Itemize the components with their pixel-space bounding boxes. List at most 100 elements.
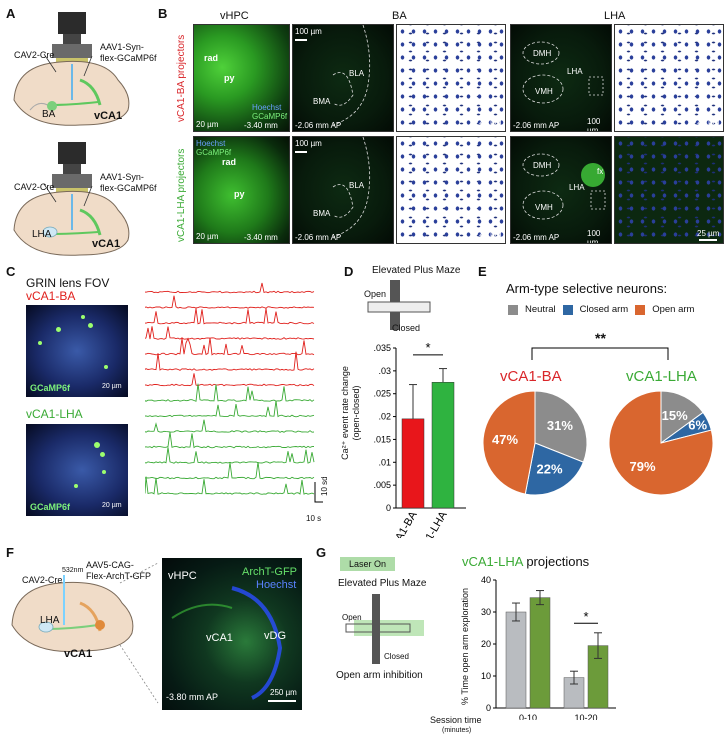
d-ytick: .025 [373, 389, 391, 399]
g-open-label: Open [342, 613, 362, 622]
d-bar-0 [401, 418, 425, 509]
g-ytick: 40 [481, 575, 491, 585]
trace-ba [145, 282, 315, 294]
b-row-ba: vCA1-BA projectors [176, 34, 187, 122]
trace-lha [145, 476, 315, 495]
c-fov-lha-image: GCaMP6f 20 µm [26, 424, 128, 516]
c-scalebar-x-label: 10 s [306, 514, 322, 523]
trace-ba [145, 373, 315, 387]
trace-scalebar [314, 482, 323, 503]
f-region: LHA [40, 615, 60, 626]
trace-lha [145, 461, 315, 480]
d-maze-icon [367, 280, 431, 330]
b-lha-overview-lha-image: DMH LHA fx VMH -2.06 mm AP 100 µm [510, 136, 612, 244]
a-bottom-virus: AAV1-Syn- flex-GCaMP6f [100, 172, 157, 193]
e-pie-ba: 31% 22% 47% [482, 390, 588, 496]
d-maze-title: Elevated Plus Maze [372, 265, 461, 276]
g-xtick: 10-20 [574, 713, 597, 720]
d-ytick: 0 [386, 503, 391, 513]
b-lha-overview-image: DMH LHA VMH -2.06 mm AP 100 µm [510, 24, 612, 132]
d-xtick: vCA1-BA [387, 509, 420, 538]
g-ytick: 20 [481, 639, 491, 649]
trace-ba [145, 351, 315, 371]
e-pie2-title: vCA1-LHA [626, 368, 697, 385]
d-sig: * [425, 340, 430, 355]
f-virus: AAV5-CAG- Flex-ArchT-GFP [86, 560, 152, 581]
c-fov-ba-image: GCaMP6f 20 µm [26, 305, 128, 397]
pie-slice-closed-arm [524, 442, 584, 496]
b-ba-overview-image: 100 µm BLA BMA -2.06 mm AP [292, 24, 394, 132]
a-bottom-target: vCA1 [92, 238, 121, 250]
c-calcium-traces [145, 282, 323, 503]
d-ytick: .035 [373, 343, 391, 353]
legend-swatch-closed [562, 304, 573, 315]
a-top-target: vCA1 [94, 110, 123, 122]
d-ytick: .02 [378, 412, 391, 422]
c-title: GRIN lens FOV [26, 276, 110, 290]
a-top-virus: AAV1-Syn- flex-GCaMP6f [100, 42, 157, 63]
trace-ba [145, 308, 315, 325]
pie-label: 31% [547, 418, 573, 433]
a-bottom-region: LHA [32, 229, 52, 240]
trace-lha [145, 400, 315, 418]
e-sig: ** [595, 330, 606, 346]
microscope-icon [58, 142, 86, 164]
d-open-label: Open [364, 289, 387, 299]
d-bar-1 [431, 382, 455, 509]
a-top-region: BA [42, 109, 56, 120]
b-col-lha: LHA [604, 10, 626, 22]
microscope-icon [58, 12, 86, 34]
b-col-vhpc: vHPC [220, 10, 249, 22]
pie-slice-open-arm [608, 390, 714, 496]
trace-ba [145, 337, 315, 356]
b-row-lha: vCA1-LHA projectors [176, 148, 187, 242]
b-vhpc-ba-image: rad py Hoechst GCaMP6f 20 µm -3.40 mm AP [193, 24, 290, 132]
trace-lha [145, 432, 315, 449]
d-ytick: .015 [373, 434, 391, 444]
legend-swatch-open [635, 304, 646, 315]
c-group2: vCA1-LHA [26, 407, 83, 421]
b-lha-zoom-lha-image: 25 µm [614, 136, 724, 244]
trace-lha [145, 383, 315, 402]
brain-outline-icon [11, 581, 134, 652]
f-schematic [11, 562, 159, 704]
g-maze-icon [345, 594, 424, 664]
trace-ba [145, 326, 315, 340]
panel-label-d: D [344, 264, 354, 279]
d-xtick: vCA1-LHA [413, 509, 450, 538]
panel-label-a: A [6, 6, 16, 21]
g-ytick: 10 [481, 671, 491, 681]
pie-label: 15% [662, 408, 688, 423]
b-vhpc-lha-image: Hoechst GCaMP6f rad py 20 µm -3.40 mm AP [193, 136, 290, 244]
g-bar-0-0 [505, 611, 527, 709]
e-legend: Neutral Closed arm Open arm [508, 304, 694, 315]
g-xtick: 0-10 [519, 713, 537, 720]
g-title-suffix: projections [522, 554, 590, 569]
c-group1: vCA1-BA [26, 289, 76, 303]
f-laser: 532nm [62, 567, 84, 574]
pie-slice-open-arm [482, 390, 536, 495]
pie-label: 6% [688, 418, 707, 433]
e-pie-lha: 15%6% 79% [608, 390, 714, 496]
panel-label-b: B [158, 6, 168, 21]
d-ytick: .005 [373, 480, 391, 490]
trace-lha [145, 419, 315, 433]
panel-a-schematic [13, 12, 130, 256]
panel-label-c: C [6, 264, 16, 279]
g-xunit: (minutes) [442, 727, 472, 734]
g-laser: Laser On [340, 557, 396, 571]
g-maze-title: Elevated Plus Maze [338, 578, 427, 589]
d-ytick: .01 [378, 457, 391, 467]
g-title: vCA1-LHA projections [462, 554, 589, 569]
g-ytick: 0 [486, 703, 491, 713]
panel-label-g: G [316, 545, 327, 560]
e-pie1-title: vCA1-BA [500, 368, 562, 385]
pie-label: 47% [492, 432, 518, 447]
g-ylabel: % Time open arm exploration [460, 587, 470, 705]
legend-swatch-neutral [508, 304, 518, 315]
legend-closed: Closed arm [579, 304, 629, 315]
g-bar-chart: 40 30 20 10 0 0-10 10-20 * [481, 575, 616, 720]
pie-slice-neutral [660, 390, 704, 444]
f-cre: CAV2-Cre [22, 575, 63, 585]
pie-label: 79% [629, 459, 655, 474]
